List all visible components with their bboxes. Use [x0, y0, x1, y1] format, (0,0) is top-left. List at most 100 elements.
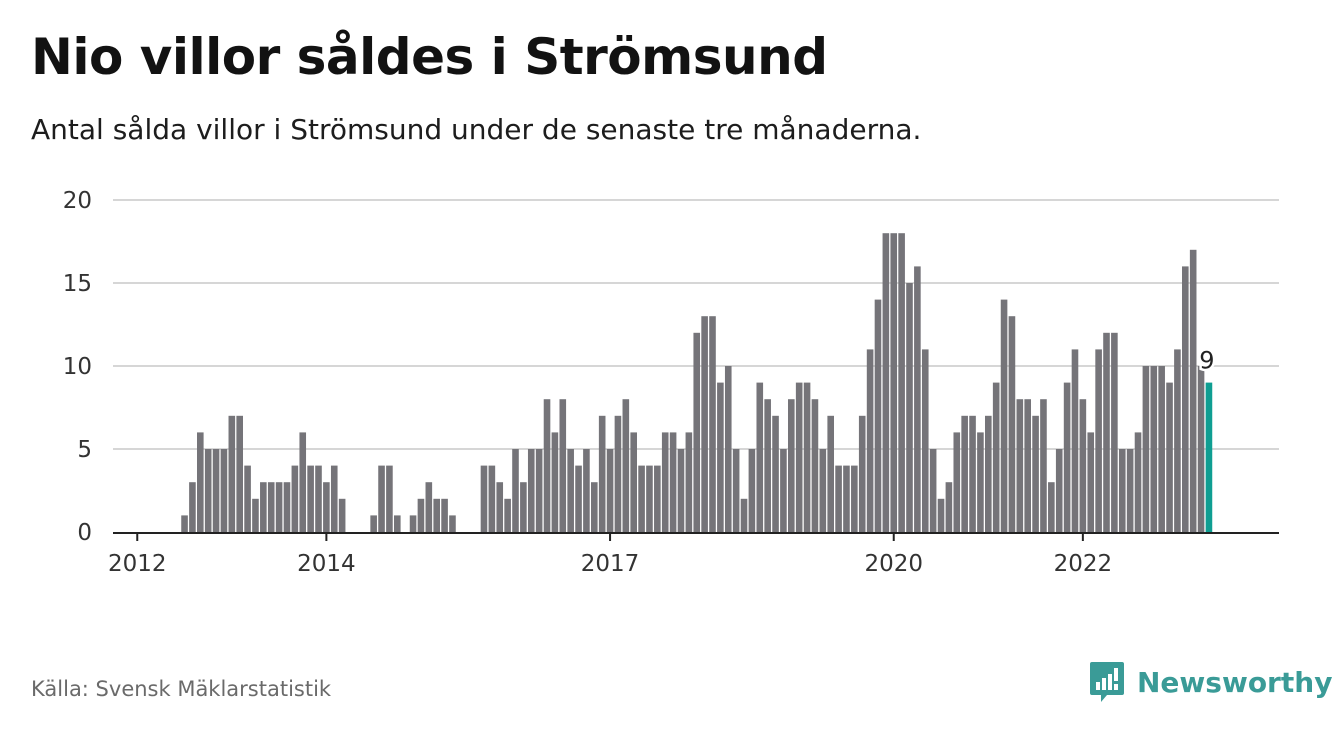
x-tick-label: 2020 [864, 551, 923, 577]
bar [480, 465, 488, 532]
bar [795, 382, 803, 532]
bar [803, 382, 811, 532]
bar [260, 482, 267, 532]
bar [914, 266, 921, 532]
bar [441, 498, 448, 532]
bar [535, 449, 543, 532]
bar [961, 415, 968, 532]
bar [1126, 449, 1134, 532]
y-tick-label: 20 [63, 188, 92, 214]
bar [953, 432, 961, 532]
bar [1134, 432, 1142, 532]
bar [677, 449, 685, 532]
bar [291, 465, 299, 532]
bar [567, 449, 574, 532]
bar [409, 515, 417, 532]
bar [646, 465, 653, 532]
bar [732, 449, 740, 532]
bar [583, 449, 590, 532]
chart-title: Nio villor såldes i Strömsund [31, 28, 828, 86]
bar-chart: 0 5 10 15 20 2012 2014 2017 2020 2022 9 [63, 188, 1279, 577]
bar [386, 465, 393, 532]
bar [929, 449, 937, 532]
bar [724, 366, 732, 532]
bar [614, 415, 622, 532]
bar [267, 482, 275, 532]
bar [236, 415, 243, 532]
bar [527, 449, 535, 532]
bar [1182, 266, 1189, 532]
bar [693, 332, 701, 532]
bar [937, 498, 945, 532]
bar [874, 299, 882, 532]
bar [1142, 366, 1150, 532]
bar [866, 349, 874, 532]
bar [1063, 382, 1071, 532]
bar [669, 432, 677, 532]
bar [701, 316, 708, 532]
bar [1166, 382, 1173, 532]
bar [551, 432, 559, 532]
bar [740, 498, 748, 532]
bar [488, 465, 496, 532]
bar [1158, 366, 1165, 532]
bar [1197, 366, 1205, 532]
bar [1008, 316, 1016, 532]
y-tick-label: 5 [77, 437, 92, 463]
bar [882, 233, 890, 532]
y-tick-label: 0 [77, 520, 92, 546]
bar [921, 349, 929, 532]
bar [504, 498, 511, 532]
bar [1016, 399, 1024, 532]
bar [780, 449, 787, 532]
bar [425, 482, 433, 532]
bar [1087, 432, 1095, 532]
y-tick-label: 15 [63, 271, 92, 297]
source-note: Källa: Svensk Mäklarstatistik [31, 677, 332, 701]
bar [283, 482, 291, 532]
bar [622, 399, 630, 532]
bar [606, 449, 614, 532]
bar [496, 482, 504, 532]
bar [661, 432, 669, 532]
bar [890, 233, 898, 532]
bar [1040, 399, 1047, 532]
bar [1000, 299, 1008, 532]
x-tick-label: 2012 [108, 551, 167, 577]
bar [1048, 482, 1055, 532]
bar [985, 415, 992, 532]
bar [1103, 332, 1110, 532]
bar [709, 316, 716, 532]
bar [906, 283, 913, 532]
bar [969, 415, 976, 532]
bar [204, 449, 212, 532]
bar [685, 432, 693, 532]
bar [788, 399, 795, 532]
bar [520, 482, 527, 532]
bar [1024, 399, 1031, 532]
bar [1079, 399, 1087, 532]
bar [220, 449, 228, 532]
newsworthy-logo[interactable]: Newsworthy [1089, 660, 1332, 704]
bar [417, 498, 425, 532]
bar-chart-speech-bubble-icon [1090, 662, 1124, 702]
bar [228, 415, 236, 532]
bar [181, 515, 188, 532]
bar [851, 465, 858, 532]
bar [1189, 249, 1197, 533]
bar [591, 482, 598, 532]
highlight-bar [1205, 382, 1213, 532]
brand-name: Newsworthy [1137, 665, 1333, 699]
y-tick-label: 10 [63, 354, 92, 380]
bar [843, 465, 850, 532]
x-tick-label: 2014 [297, 551, 356, 577]
bar [378, 465, 385, 532]
bar [1071, 349, 1079, 532]
bar [811, 399, 819, 532]
bar [575, 465, 582, 532]
bar [977, 432, 984, 532]
bar [748, 449, 756, 532]
bar [598, 415, 606, 532]
bar [827, 415, 834, 532]
bar [433, 498, 440, 532]
